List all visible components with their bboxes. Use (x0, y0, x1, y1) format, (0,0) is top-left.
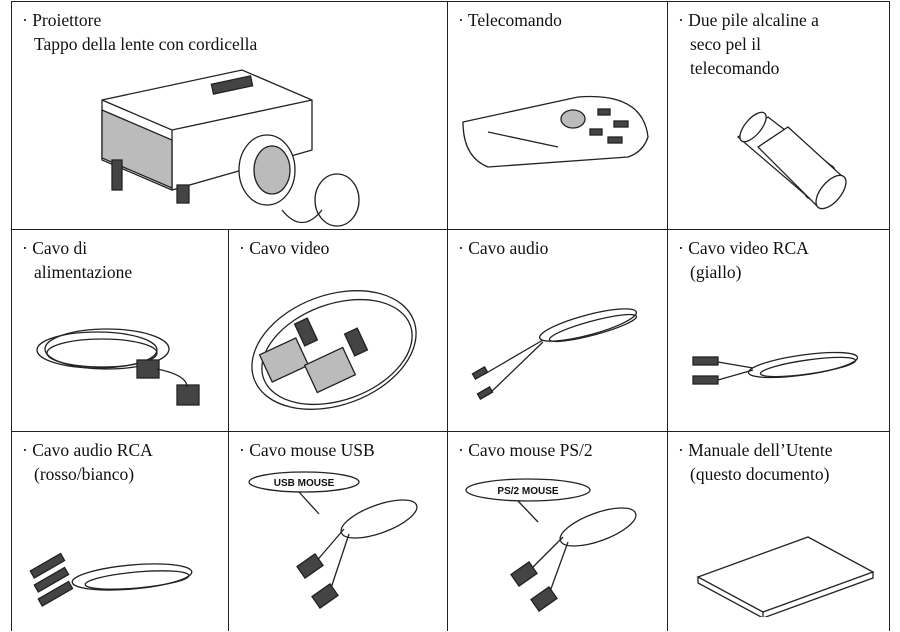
cell-text: · Cavo audio RCA (rosso/bianco) (22, 438, 153, 486)
remote-illustration (462, 95, 649, 168)
audio-cable-illustration (471, 308, 638, 400)
item-label: seco pel il (690, 34, 761, 54)
item-label: (questo documento) (690, 464, 830, 484)
cell-ps2-mouse-cable: · Cavo mouse PS/2 PS/2 MOUSE (447, 431, 667, 631)
cell-remote: · Telecomando (447, 1, 667, 229)
cell-batteries: · Due pile alcaline a seco pel il teleco… (667, 1, 890, 229)
cell-manual: · Manuale dell’Utente (questo documento) (667, 431, 890, 631)
rca-audio-cable-illustration (29, 552, 193, 607)
cell-text: · Cavo video RCA (giallo) (678, 236, 809, 284)
cell-rca-audio-cable: · Cavo audio RCA (rosso/bianco) (11, 431, 228, 631)
rca-video-cable-illustration (692, 351, 859, 385)
cell-text: · Due pile alcaline a seco pel il teleco… (678, 8, 819, 80)
item-label: telecomando (690, 58, 780, 78)
item-label: · Cavo audio (458, 238, 549, 258)
cell-text: · Cavo mouse USB (239, 438, 375, 462)
cell-video-cable: · Cavo video (228, 229, 447, 431)
item-label: · Cavo audio RCA (22, 440, 153, 460)
power-cable-illustration (36, 328, 200, 406)
cell-usb-mouse-cable: · Cavo mouse USB USB MOUSE (228, 431, 447, 631)
item-label: · Manuale dell’Utente (678, 440, 833, 460)
cell-text: · Cavo di alimentazione (22, 236, 132, 284)
item-label: alimentazione (34, 262, 133, 282)
cell-power-cable: · Cavo di alimentazione (11, 229, 228, 431)
projector-illustration (101, 69, 360, 227)
item-label: Tappo della lente con cordicella (34, 34, 258, 54)
item-label: · Due pile alcaline a (678, 10, 819, 30)
batteries-illustration (736, 111, 847, 210)
cell-audio-cable: · Cavo audio (447, 229, 667, 431)
item-label: · Cavo video (239, 238, 330, 258)
manual-illustration (696, 536, 875, 617)
item-label: · Cavo mouse USB (239, 440, 375, 460)
cell-text: · Cavo video (239, 236, 329, 260)
cell-text: · Cavo audio (458, 236, 548, 260)
item-label: (rosso/bianco) (34, 464, 135, 484)
cell-text: · Manuale dell’Utente (questo documento) (678, 438, 833, 486)
cell-text: · Proiettore Tappo della lente con cordi… (22, 8, 257, 56)
video-cable-illustration (251, 290, 417, 410)
item-label: · Cavo video RCA (678, 238, 809, 258)
item-label: · Proiettore (22, 10, 102, 30)
item-label: · Cavo di (22, 238, 88, 258)
item-label: (giallo) (690, 262, 742, 282)
cable-tag: USB MOUSE (274, 478, 335, 489)
ps2-cable-illustration: PS/2 MOUSE (465, 478, 637, 612)
cell-text: · Cavo mouse PS/2 (458, 438, 593, 462)
cable-tag: PS/2 MOUSE (497, 486, 558, 497)
cell-text: · Telecomando (458, 8, 562, 32)
cell-rca-video-cable: · Cavo video RCA (giallo) (667, 229, 890, 431)
usb-cable-illustration: USB MOUSE (248, 471, 418, 609)
item-label: · Telecomando (458, 10, 562, 30)
cell-projector: · Proiettore Tappo della lente con cordi… (11, 1, 447, 229)
item-label: · Cavo mouse PS/2 (458, 440, 593, 460)
